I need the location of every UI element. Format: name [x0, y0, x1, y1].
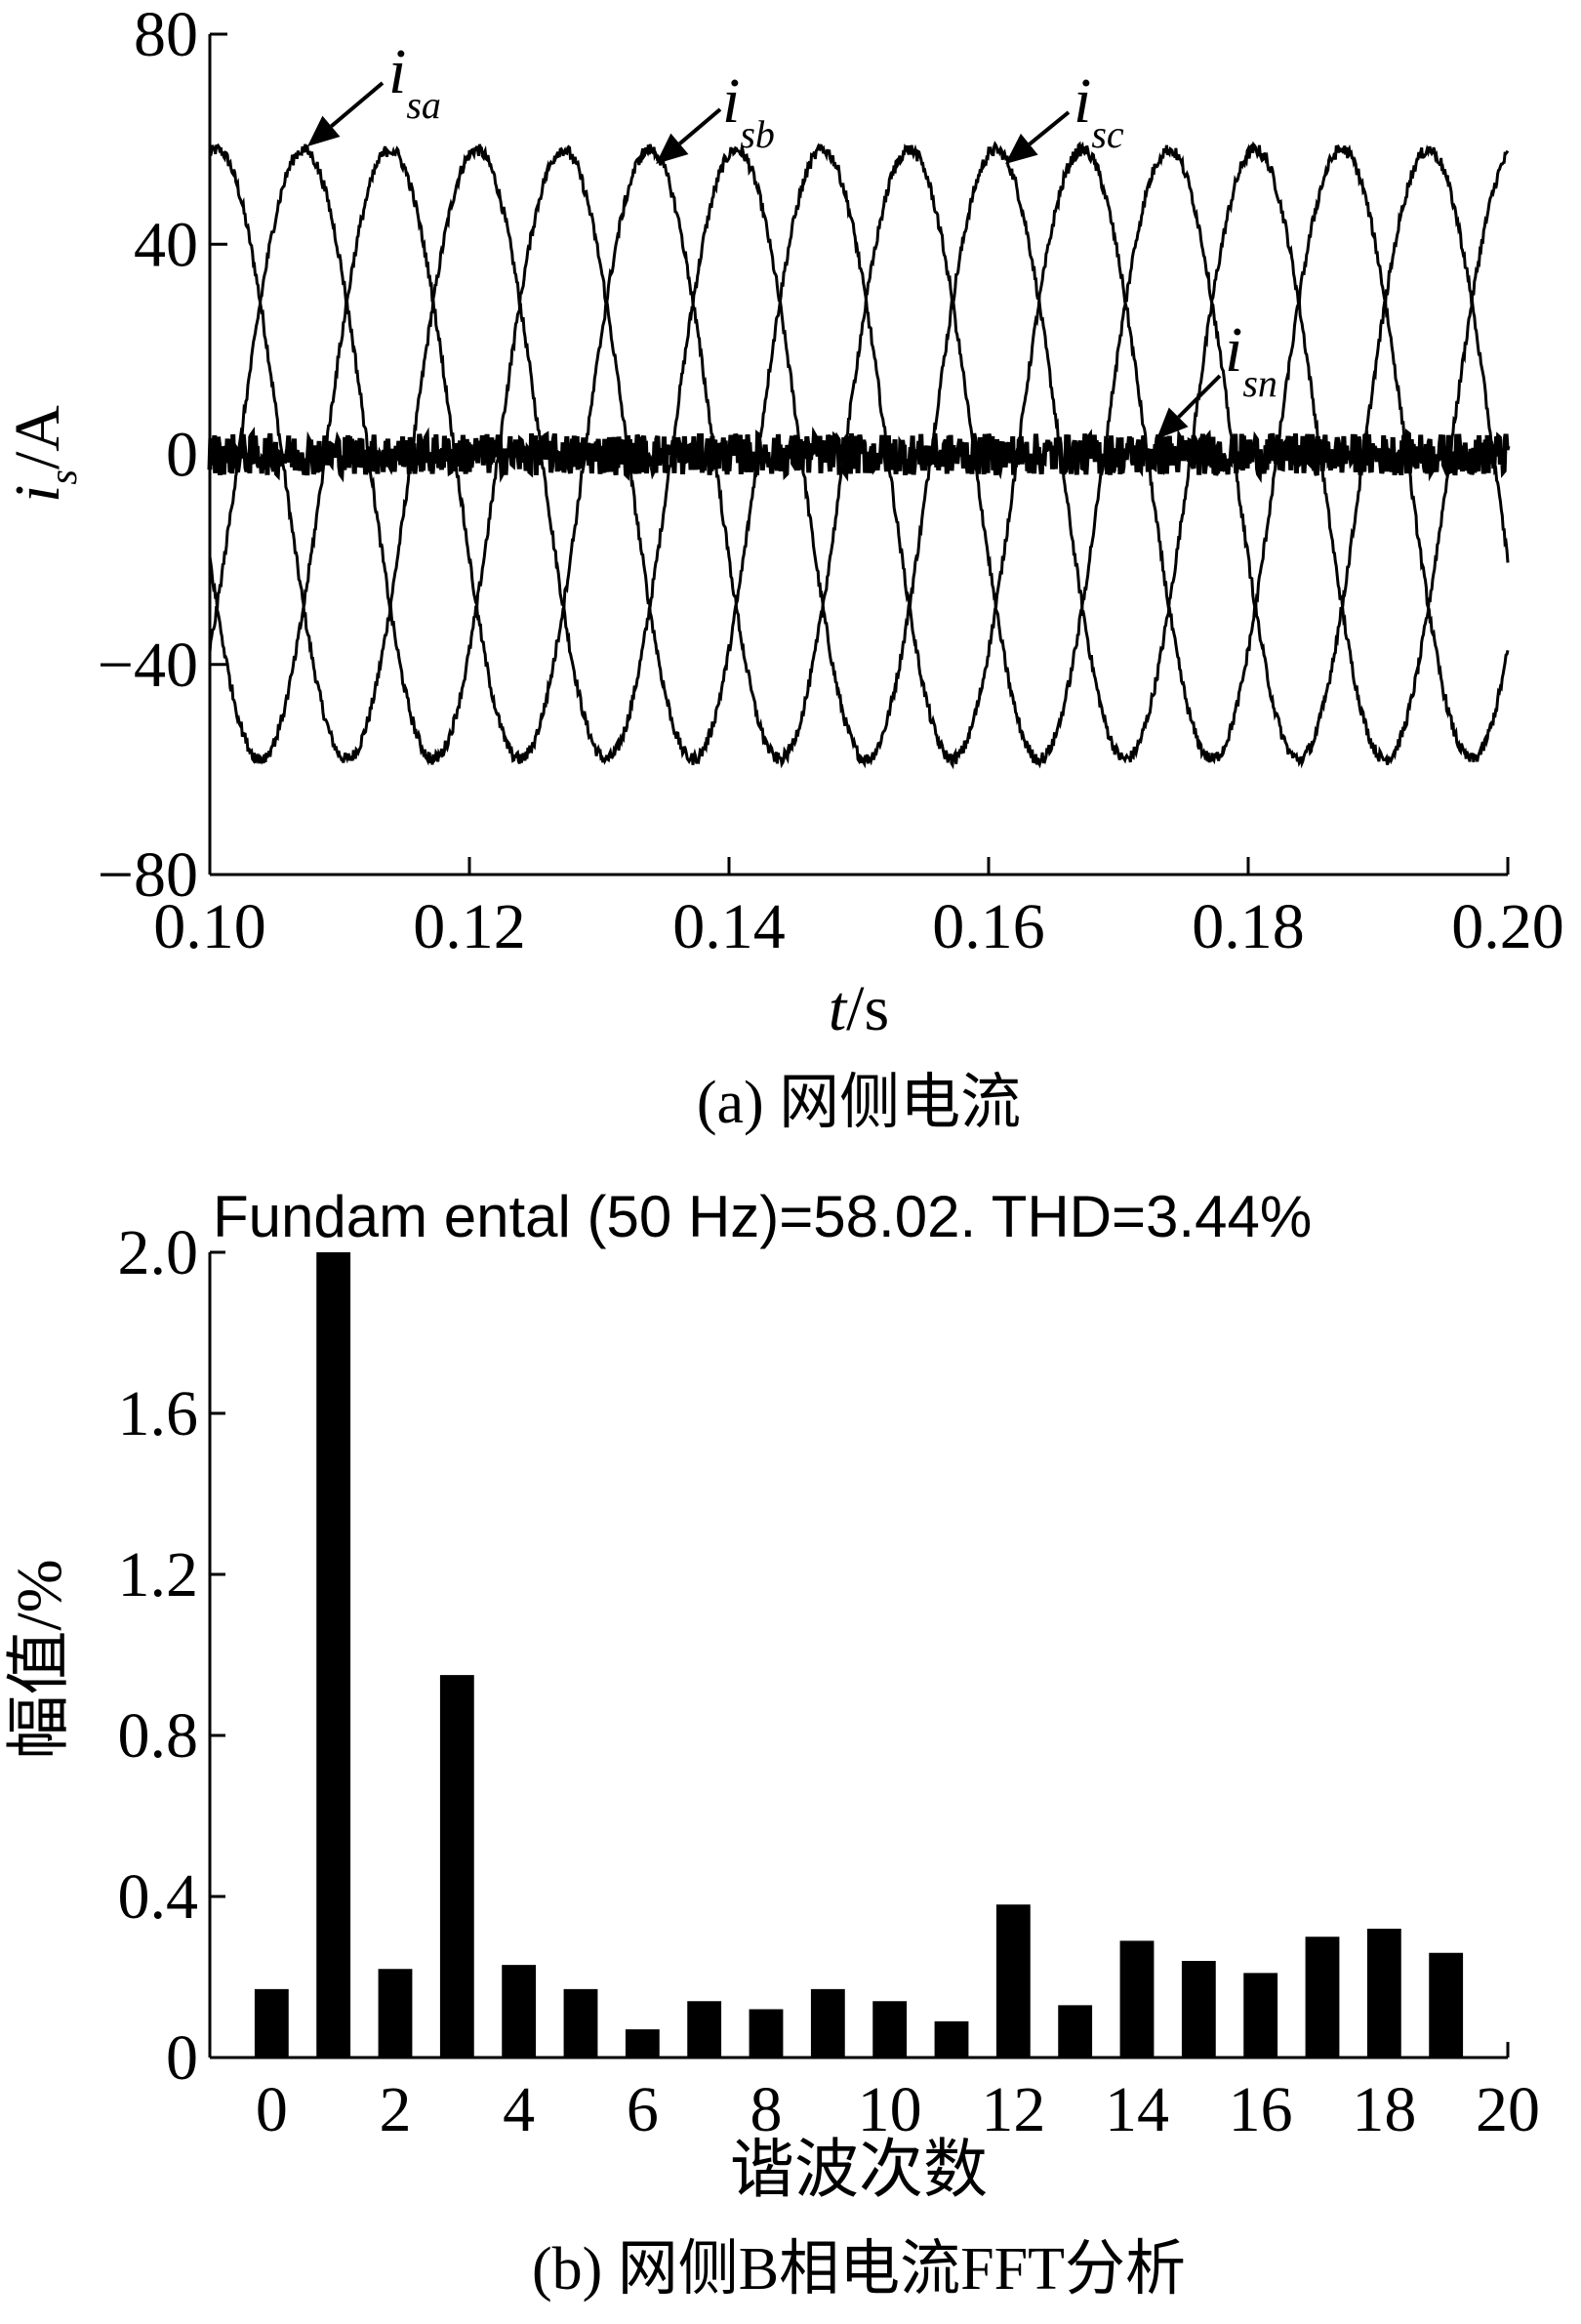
waveform-x-label: t/s	[829, 973, 889, 1044]
fft-bar	[1119, 1940, 1155, 2058]
fft-x-label: 谐波次数	[730, 2135, 988, 2206]
fft-bar	[254, 1988, 289, 2058]
waveform-x-tick-label: 0.14	[672, 891, 786, 962]
waveform-x-tick-label: 0.18	[1192, 891, 1305, 962]
fft-x-tick-label: 20	[1476, 2074, 1540, 2145]
fft-bar	[872, 2001, 908, 2058]
fft-x-tick-label: 14	[1105, 2074, 1169, 2145]
fft-y-label: 幅值/%	[4, 1559, 75, 1759]
fft-chart: Fundam ental (50 Hz)=58.02. THD=3.44% 0 2…	[4, 1184, 1540, 2303]
fft-y-tick-label: 1.2	[118, 1539, 199, 1610]
fft-x-tick-label: 0	[256, 2074, 288, 2145]
annotation-arrowhead	[307, 115, 341, 146]
fft-bar	[316, 1252, 351, 2058]
fft-y-tick-label: 0	[166, 2022, 198, 2094]
fft-bar	[625, 2029, 660, 2058]
series-label-i-sb: isb	[722, 65, 775, 156]
waveform-y-tick-label: −80	[98, 839, 198, 911]
series-label-i-sc: isc	[1074, 65, 1124, 156]
fft-bar	[1366, 1929, 1401, 2058]
waveform-annotations: isa isb isc isn	[307, 36, 1277, 439]
fft-x-tick-label: 18	[1352, 2074, 1416, 2145]
fft-bar	[1305, 1937, 1340, 2058]
waveform-y-label: is/A	[2, 405, 85, 503]
fft-bar	[810, 1988, 845, 2058]
fft-x-tick-label: 2	[380, 2074, 412, 2145]
fft-x-tick-label: 6	[627, 2074, 659, 2145]
fft-bar	[1058, 2005, 1093, 2058]
annotation-arrowhead	[656, 133, 689, 164]
fft-bar	[378, 1969, 413, 2058]
series-line-i-sc	[208, 143, 1510, 769]
annotation-arrow-i-sn	[1177, 374, 1222, 419]
waveform-y-tick-label: 80	[134, 0, 198, 70]
fft-title: Fundam ental (50 Hz)=58.02. THD=3.44%	[213, 1184, 1312, 1249]
fft-bar	[995, 1904, 1031, 2058]
fft-ticks: 0 2 4 6 8 10 12 14 16 18 20 2.0 1.6 1.2 0.8 0.4 0	[118, 1217, 1541, 2145]
annotation-arrowhead	[1156, 407, 1189, 439]
waveform-x-tick-label: 0.20	[1451, 891, 1564, 962]
fft-y-tick-label: 2.0	[118, 1217, 199, 1288]
fft-x-tick-label: 12	[981, 2074, 1045, 2145]
fft-y-tick-label: 0.8	[118, 1700, 199, 1772]
fft-bar	[1181, 1961, 1216, 2058]
fft-x-tick-label: 4	[503, 2074, 535, 2145]
fft-x-tick-label: 16	[1229, 2074, 1293, 2145]
fft-bar	[1429, 1952, 1464, 2058]
series-line-i-sa	[208, 141, 1510, 769]
annotation-arrow-i-sc	[1028, 110, 1071, 146]
series-label-i-sa: isa	[388, 36, 441, 127]
waveform-y-tick-label: 40	[134, 209, 198, 280]
fft-x-tick-label: 10	[858, 2074, 922, 2145]
fft-bar	[687, 2001, 722, 2058]
fft-bar	[502, 1965, 537, 2058]
fft-bar	[563, 1988, 598, 2058]
fft-bar	[439, 1675, 474, 2058]
fft-bar	[1243, 1973, 1278, 2058]
series-line-i-sn	[207, 426, 1511, 483]
waveform-series	[207, 141, 1511, 770]
series-line-i-sb	[208, 141, 1510, 770]
fft-caption: (b) 网侧B相电流FFT分析	[532, 2236, 1186, 2303]
waveform-y-tick-label: 0	[166, 420, 198, 491]
fft-bars	[254, 1252, 1464, 2058]
annotation-arrowhead	[1005, 133, 1038, 164]
fft-y-tick-label: 1.6	[118, 1378, 199, 1449]
series-label-i-sn: isn	[1225, 314, 1277, 405]
waveform-ticks: 0.10 0.12 0.14 0.16 0.18 0.20 80 40 0 −40 −80	[98, 0, 1564, 962]
fft-y-tick-label: 0.4	[118, 1861, 199, 1933]
waveform-x-tick-label: 0.12	[413, 891, 526, 962]
waveform-y-tick-label: −40	[98, 630, 198, 701]
fft-bar	[934, 2020, 969, 2058]
waveform-x-tick-label: 0.10	[153, 891, 266, 962]
annotation-arrow-i-sb	[678, 107, 722, 145]
waveform-x-tick-label: 0.16	[932, 891, 1045, 962]
waveform-caption: (a) 网侧电流	[697, 1070, 1021, 1136]
annotation-arrow-i-sa	[330, 81, 385, 128]
fft-bar	[749, 2009, 784, 2058]
fft-x-tick-label: 8	[750, 2074, 783, 2145]
